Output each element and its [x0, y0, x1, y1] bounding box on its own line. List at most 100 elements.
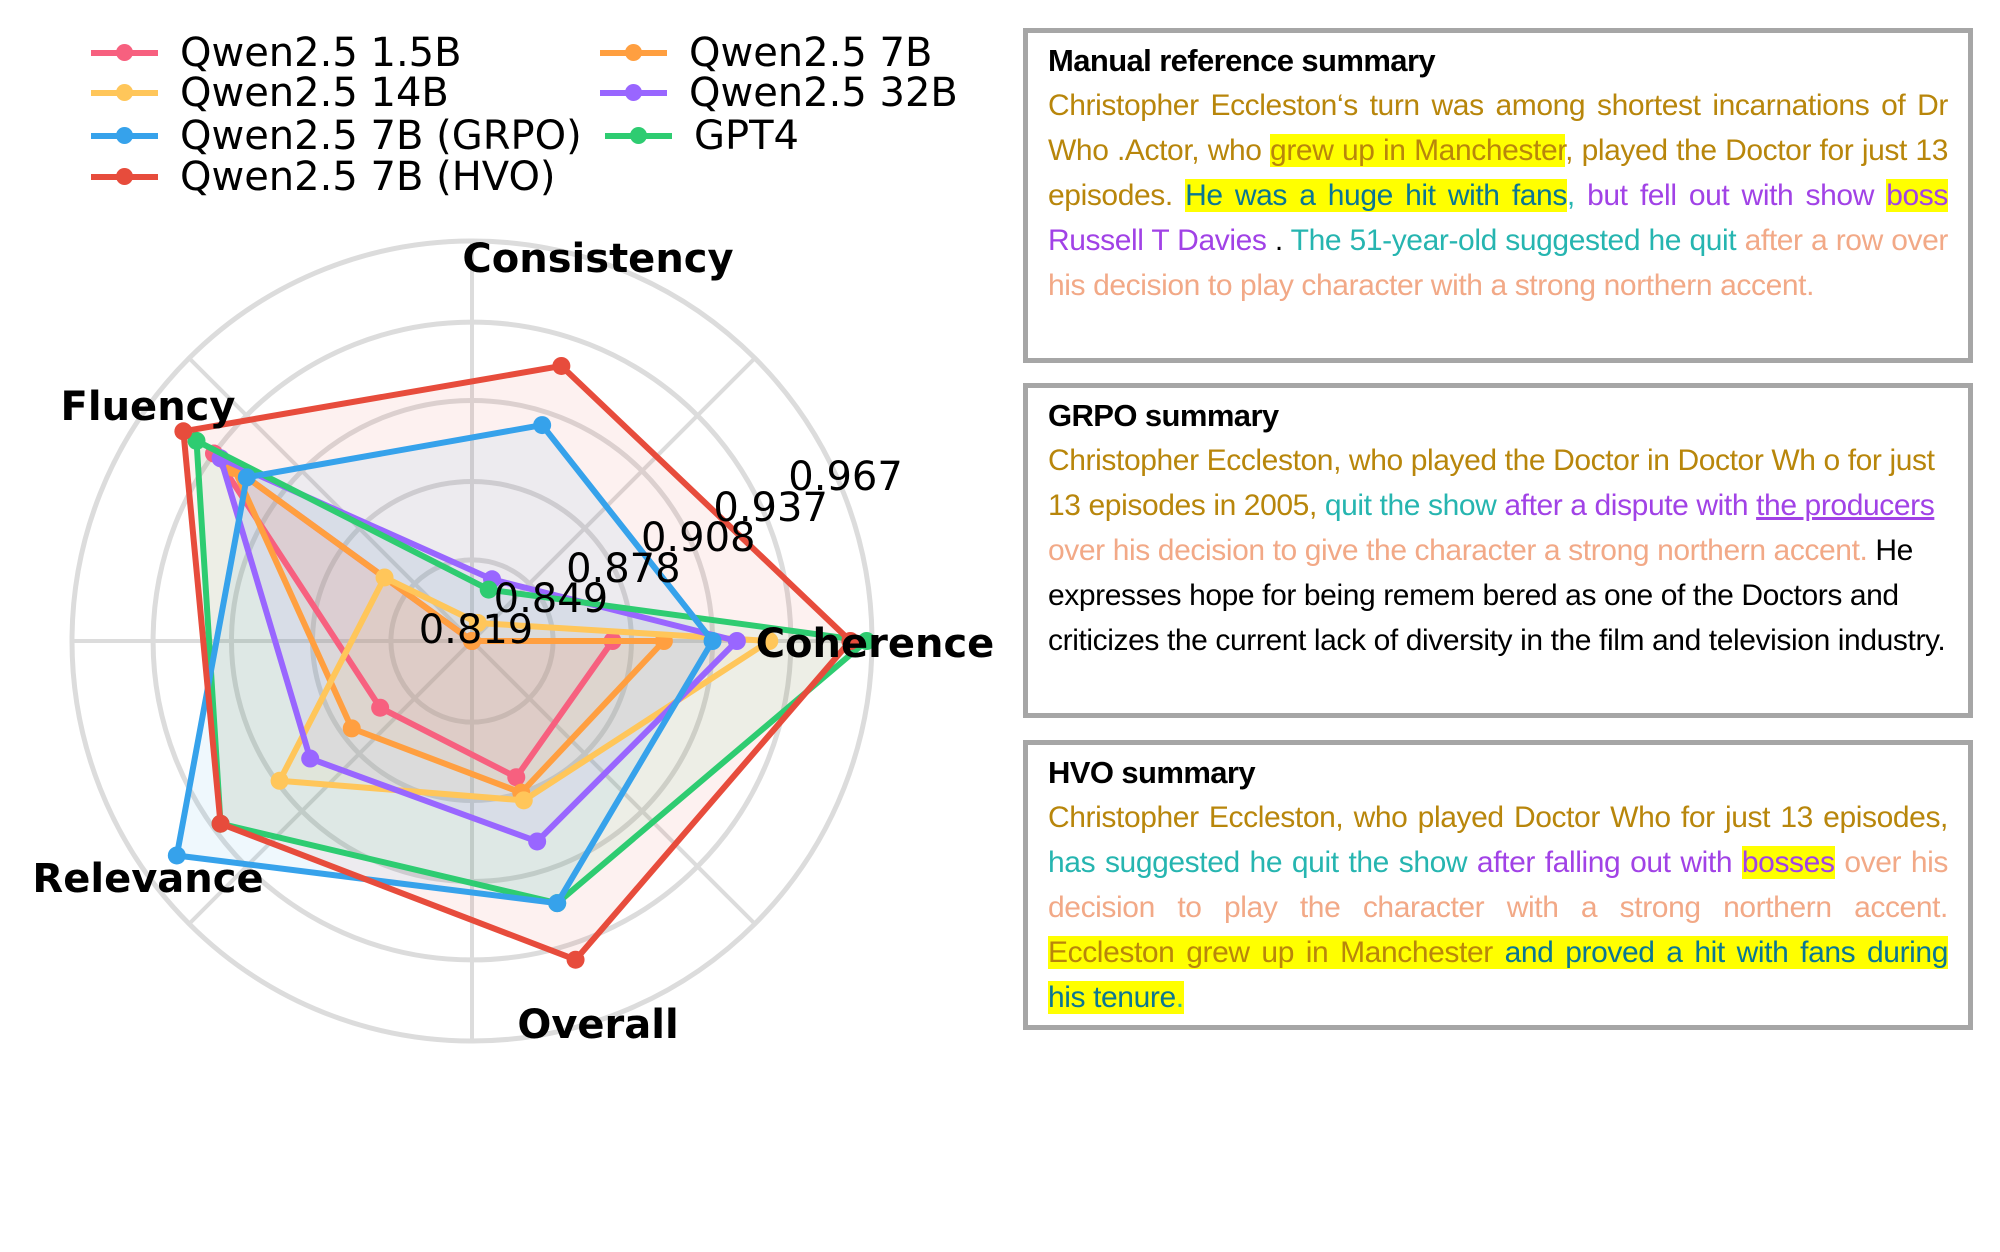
legend-item: Qwen2.5 7B (GRPO)	[91, 116, 582, 156]
highlighted-text-segment: .	[1175, 981, 1184, 1014]
highlighted-text-segment: bosses	[1741, 846, 1835, 879]
data-point	[342, 719, 361, 738]
legend-line-marker-icon	[91, 168, 158, 185]
legend-line-marker-icon	[91, 127, 158, 144]
radial-tick-label: 0.819	[419, 607, 534, 653]
axis-label-coherence: Coherence	[756, 621, 995, 667]
text-segment: over his decision to give the character …	[1048, 534, 1876, 567]
axis-labels: Consistency Coherence Overall Relevance Flue…	[32, 236, 994, 1048]
text-segment: He expresses hope for being remem bered …	[1048, 534, 1946, 657]
data-point	[167, 846, 186, 865]
text-segment: Russell T Davies	[1048, 224, 1267, 257]
data-point	[514, 791, 533, 810]
legend-item: Qwen2.5 32B	[600, 73, 958, 113]
text-segment: ,	[1566, 179, 1588, 212]
text-segment: quit the show	[1324, 489, 1505, 522]
reference-summary-box: Manual reference summary Christopher Ecc…	[1023, 28, 1973, 363]
data-point	[187, 431, 206, 450]
data-point	[507, 768, 526, 787]
data-point	[566, 950, 585, 969]
data-point	[703, 632, 722, 650]
data-point	[533, 416, 552, 435]
series-qwen2-5-7b-hvo-	[174, 356, 860, 969]
legend-label: GPT4	[694, 113, 799, 159]
text-segment: Christopher Eccleston‘s turn was among s…	[1048, 89, 1948, 167]
text-segment: , played the Doctor for just 13 episodes…	[1048, 134, 1949, 212]
data-point	[479, 580, 498, 599]
grpo-summary-title: GRPO summary	[1048, 398, 1279, 433]
text-segment: but fell out with show	[1587, 179, 1887, 212]
data-point	[371, 698, 390, 717]
data-point	[237, 468, 256, 487]
text-segment: .	[1266, 224, 1291, 257]
axis-label-relevance: Relevance	[32, 856, 263, 902]
data-point	[301, 749, 320, 768]
radial-tick-label: 0.967	[788, 454, 903, 500]
text-segment: the producers	[1756, 489, 1935, 522]
text-segment: after a row over his decision to play ch…	[1048, 224, 1948, 302]
legend-item: Qwen2.5 1.5B	[91, 33, 462, 73]
legend-line-marker-icon	[600, 84, 667, 101]
legend-line-marker-icon	[600, 44, 667, 61]
hvo-summary-text: Christopher Eccleston, who played Doctor…	[1048, 795, 1948, 1020]
data-point	[174, 422, 193, 441]
text-segment: over his decision to play the character …	[1048, 846, 1949, 924]
legend-label: Qwen2.5 1.5B	[180, 30, 462, 76]
highlighted-text-segment: boss	[1886, 179, 1948, 212]
data-point	[857, 632, 876, 650]
legend-line-marker-icon	[91, 44, 158, 61]
data-point	[528, 832, 547, 851]
grpo-summary-text: Christopher Eccleston, who played the Do…	[1048, 438, 1948, 663]
series-lines	[167, 356, 876, 969]
series-fill	[213, 453, 613, 778]
legend-item: GPT4	[605, 116, 799, 156]
radial-tick-label: 0.878	[566, 546, 681, 592]
series-line	[193, 437, 870, 907]
legend-label: Qwen2.5 7B	[689, 30, 933, 76]
text-segment: Christopher Eccleston, who played the Do…	[1048, 444, 1935, 522]
axis-label-overall: Overall	[517, 1002, 678, 1048]
radial-tick-label: 0.937	[713, 485, 828, 531]
highlighted-text-segment: He was a huge hit with fans	[1185, 179, 1567, 212]
hvo-summary-title: HVO summary	[1048, 755, 1256, 790]
data-point	[760, 632, 779, 650]
series-line	[230, 464, 667, 796]
radial-tick-label: 0.908	[641, 515, 756, 561]
text-segment: after a dispute with	[1504, 489, 1757, 522]
highlighted-text-segment: grew up in Manchester	[1270, 134, 1566, 167]
legend-line-marker-icon	[605, 127, 672, 144]
data-point	[841, 632, 860, 650]
legend-label: Qwen2.5 7B (GRPO)	[180, 113, 582, 159]
legend-label: Qwen2.5 32B	[689, 70, 958, 116]
data-point	[548, 894, 567, 913]
text-segment: The 51-year-old suggested he quit	[1290, 224, 1745, 257]
grid-spoke	[470, 639, 757, 926]
grpo-summary-box: GRPO summary Christopher Eccleston, who …	[1023, 383, 1973, 718]
legend-label: Qwen2.5 14B	[180, 70, 449, 116]
data-point	[463, 632, 481, 650]
legend-label: Qwen2.5 7B (HVO)	[180, 154, 556, 200]
axis-label-fluency: Fluency	[61, 384, 236, 430]
data-point	[375, 568, 394, 587]
data-point	[552, 356, 571, 375]
axis-label-consistency: Consistency	[462, 236, 733, 282]
legend-item: Qwen2.5 14B	[91, 73, 449, 113]
series-line	[180, 362, 854, 963]
radial-tick-label: 0.849	[494, 576, 609, 622]
legend-item: Qwen2.5 7B (HVO)	[91, 157, 556, 197]
data-point	[270, 771, 289, 790]
hvo-summary-box: HVO summary Christopher Eccleston, who p…	[1023, 740, 1973, 1030]
highlighted-text-segment: Eccleston grew up in Manchester	[1048, 936, 1505, 969]
legend-item: Qwen2.5 7B	[600, 33, 932, 73]
reference-summary-text: Christopher Eccleston‘s turn was among s…	[1048, 83, 1948, 308]
data-point	[727, 632, 746, 650]
text-segment: after falling out with	[1476, 846, 1742, 879]
data-point	[468, 614, 487, 633]
data-point	[211, 814, 230, 833]
text-segment: has suggested he quit the show	[1048, 846, 1477, 879]
legend-line-marker-icon	[91, 84, 158, 101]
reference-summary-title: Manual reference summary	[1048, 43, 1436, 78]
text-segment: Christopher Eccleston, who played Doctor…	[1048, 801, 1948, 834]
